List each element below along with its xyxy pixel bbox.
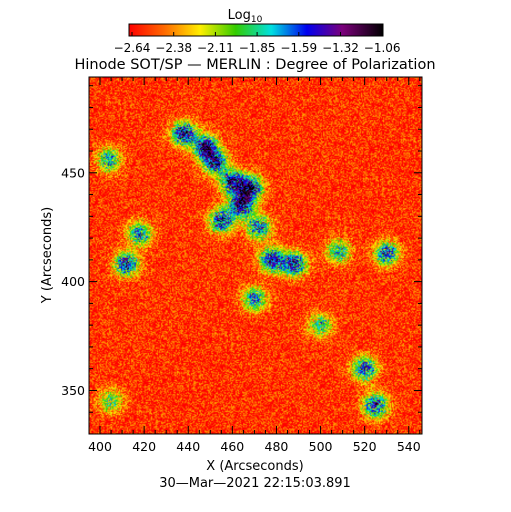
colorbar: Log10 −2.64 −2.38 −2.11 −1.85 −1.59 −1.32 −1.0… <box>114 8 401 55</box>
y-axis-label: Y (Arcseconds) <box>40 207 55 304</box>
colorbar-gradient <box>128 23 384 37</box>
polarization-map <box>89 77 422 434</box>
colorbar-tick-label: −1.32 <box>322 41 359 55</box>
colorbar-tick-label: −1.59 <box>280 41 317 55</box>
x-tick-label: 420 <box>132 439 156 454</box>
colorbar-tick-label: −2.38 <box>155 41 192 55</box>
timestamp: 30—Mar—2021 22:15:03.891 <box>159 476 351 491</box>
x-tick-label: 400 <box>88 439 112 454</box>
colorbar-tick-label: −1.85 <box>239 41 276 55</box>
x-tick-label: 440 <box>176 439 200 454</box>
x-axis-label: X (Arcseconds) <box>206 459 303 474</box>
plot-area: 400 420 440 460 480 500 520 540 350 400 450 <box>61 76 423 454</box>
plot-frame <box>88 76 423 435</box>
y-axis: 350 400 450 <box>61 85 422 435</box>
y-tick-label: 400 <box>61 274 85 289</box>
chart-title: Hinode SOT/SP — MERLIN : Degree of Polar… <box>74 57 435 73</box>
y-tick-label: 350 <box>61 383 85 398</box>
colorbar-tick-label: −1.06 <box>364 41 401 55</box>
x-tick-label: 520 <box>353 439 377 454</box>
colorbar-tick-label: −2.11 <box>197 41 234 55</box>
x-tick-label: 500 <box>309 439 333 454</box>
x-axis: 400 420 440 460 480 500 520 540 <box>88 77 421 454</box>
x-tick-label: 460 <box>220 439 244 454</box>
x-tick-label: 480 <box>265 439 289 454</box>
colorbar-tick-label: −2.64 <box>114 41 151 55</box>
y-tick-label: 450 <box>61 165 85 180</box>
x-tick-label: 540 <box>397 439 421 454</box>
colorbar-label: Log10 <box>228 8 263 25</box>
